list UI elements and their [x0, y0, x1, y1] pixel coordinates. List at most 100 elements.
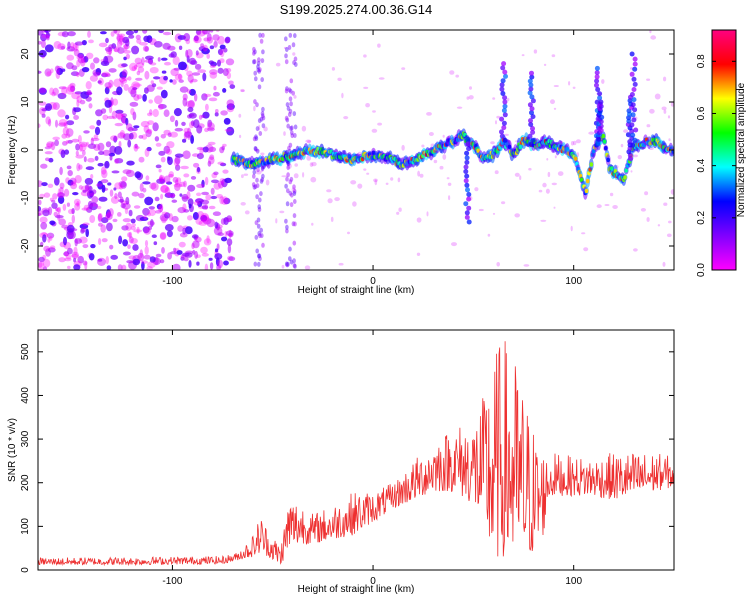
heatmap-cell	[179, 86, 189, 93]
heatmap-cell	[191, 72, 201, 76]
heatmap-cell	[76, 95, 82, 103]
heatmap-cell	[178, 45, 183, 50]
heatmap-cell	[97, 80, 102, 84]
heatmap-cell	[105, 212, 113, 221]
heatmap-cell	[207, 127, 215, 132]
heatmap-cell	[204, 176, 209, 186]
heatmap-cell	[220, 162, 227, 167]
heatmap-cell	[293, 221, 297, 227]
heatmap-cell	[226, 106, 234, 113]
heatmap-cell	[129, 101, 139, 107]
x-tick-label: 100	[565, 276, 582, 287]
heatmap-cell	[79, 54, 84, 60]
heatmap-cell	[417, 170, 420, 177]
heatmap-cell	[98, 196, 108, 202]
heatmap-cell	[168, 171, 174, 179]
heatmap-cell	[76, 162, 81, 172]
heatmap-cell	[397, 177, 401, 183]
heatmap-cell	[289, 259, 294, 265]
heatmap-cell	[203, 238, 212, 246]
heatmap-cell	[255, 177, 259, 183]
heatmap-cell	[111, 170, 120, 174]
heatmap-cell	[136, 94, 143, 100]
heatmap-cell	[259, 178, 264, 184]
heatmap-cell	[116, 35, 125, 41]
heatmap-cell	[73, 257, 77, 263]
heatmap-cell	[284, 261, 289, 267]
heatmap-cell	[310, 176, 317, 183]
heatmap-cell	[390, 177, 394, 181]
heatmap-cell	[54, 65, 61, 73]
heatmap-cell	[73, 48, 80, 57]
heatmap-cell	[81, 207, 89, 211]
heatmap-cell	[128, 209, 133, 217]
heatmap-cell	[38, 123, 41, 129]
heatmap-harmonic-cell	[595, 87, 601, 92]
heatmap-cell	[670, 189, 674, 195]
heatmap-cell	[142, 226, 150, 234]
heatmap-cell	[174, 119, 179, 127]
heatmap-cell	[292, 111, 297, 117]
heatmap-cell	[288, 190, 293, 196]
heatmap-cell	[122, 133, 132, 141]
heatmap-cell	[538, 189, 543, 193]
heatmap-cell	[78, 164, 83, 170]
heatmap-cell	[163, 109, 170, 117]
heatmap-cell	[202, 30, 211, 35]
heatmap-cell	[286, 165, 291, 171]
heatmap-cell	[182, 138, 187, 143]
heatmap-cell	[168, 213, 173, 222]
heatmap-cell	[240, 202, 246, 206]
heatmap-cell	[275, 62, 281, 67]
heatmap-cell	[495, 120, 497, 125]
heatmap-cell	[254, 136, 259, 141]
heatmap-cell	[290, 133, 295, 139]
heatmap-cell	[84, 184, 90, 192]
heatmap-cell	[285, 224, 289, 230]
heatmap-cell	[258, 197, 262, 203]
heatmap-cell	[289, 101, 293, 107]
heatmap-cell	[133, 205, 141, 209]
heatmap-harmonic-cell	[630, 112, 636, 118]
heatmap-cell	[601, 79, 605, 84]
heatmap-cell	[210, 187, 215, 195]
heatmap-cell	[45, 103, 53, 111]
heatmap-cell	[67, 31, 76, 37]
heatmap-cell	[50, 68, 54, 74]
heatmap-cell	[58, 122, 67, 127]
heatmap-cell	[119, 130, 125, 138]
heatmap-cell	[442, 154, 447, 160]
heatmap-cell	[257, 253, 261, 259]
heatmap-cell	[148, 226, 152, 230]
heatmap-cell	[174, 182, 181, 192]
heatmap-cell	[506, 97, 510, 102]
heatmap-cell	[286, 163, 292, 169]
heatmap-cell	[439, 165, 444, 170]
heatmap-cell	[193, 36, 202, 44]
heatmap-harmonic-cell	[632, 61, 638, 67]
heatmap-cell	[70, 85, 76, 92]
heatmap-cell	[88, 253, 95, 261]
heatmap-cell	[139, 42, 148, 46]
heatmap-cell	[183, 127, 190, 134]
heatmap-cell	[261, 173, 265, 179]
heatmap-cell	[116, 40, 123, 48]
heatmap-cell	[57, 109, 66, 118]
heatmap-cell	[363, 168, 367, 171]
heatmap-cell	[118, 235, 123, 245]
heatmap-cell	[38, 87, 47, 94]
heatmap-cell	[185, 49, 189, 58]
heatmap-cell	[166, 148, 172, 155]
heatmap-cell	[284, 59, 289, 65]
heatmap-harmonic-cell	[502, 103, 508, 109]
heatmap-cell	[442, 134, 445, 138]
heatmap-cell	[130, 218, 136, 224]
heatmap-cell	[189, 88, 196, 96]
heatmap-cell	[286, 261, 290, 267]
heatmap-cell	[206, 36, 213, 44]
heatmap-cell	[61, 133, 67, 139]
heatmap-marks	[38, 30, 674, 270]
heatmap-cell	[256, 60, 261, 66]
heatmap-cell	[167, 156, 173, 166]
heatmap-cell	[66, 120, 75, 126]
